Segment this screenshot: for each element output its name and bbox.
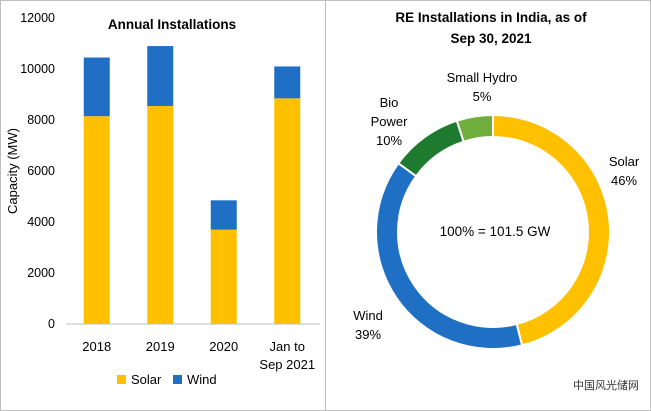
y-tick-label: 6000: [27, 164, 55, 178]
donut-label-1: Wind 39%: [353, 308, 383, 342]
y-tick-label: 4000: [27, 215, 55, 229]
donut-slice-small-hydro: [455, 113, 494, 143]
donut-label-2: Bio Power 10%: [371, 95, 409, 148]
y-tick-label: 2000: [27, 266, 55, 280]
legend-label-solar: Solar: [131, 372, 162, 387]
bar-solar: [83, 116, 110, 324]
bar-chart-title: Annual Installations: [108, 17, 236, 32]
legend-swatch-wind: [173, 375, 182, 384]
bar-chart: Annual Installations Capacity (MW) 0 2000 40…: [5, 11, 320, 387]
donut-chart: RE Installations in India, as of Sep 30, …: [353, 10, 640, 350]
y-axis-label: Capacity (MW): [5, 128, 20, 214]
donut-chart-title: RE Installations in India, as of Sep 30, …: [395, 10, 587, 46]
y-tick-label: 0: [48, 317, 55, 331]
y-tick-label: 12000: [20, 11, 55, 25]
bar-solar: [274, 98, 301, 324]
bar-wind: [210, 200, 237, 230]
donut-label-0: Solar 46%: [609, 154, 640, 188]
x-tick-label: 2018: [82, 339, 111, 354]
x-tick-label: 2020: [209, 339, 238, 354]
legend-label-wind: Wind: [187, 372, 217, 387]
donut-center-label: 100% = 101.5 GW: [440, 224, 551, 239]
legend-swatch-solar: [117, 375, 126, 384]
donut-slice-wind: [375, 161, 524, 350]
bar-wind: [274, 66, 301, 99]
y-tick-label: 8000: [27, 113, 55, 127]
bar-wind: [147, 46, 174, 106]
donut-slice-bio-power: [396, 119, 465, 178]
donut-label-3: Small Hydro 5%: [447, 70, 518, 104]
watermark: 中国风光储网: [573, 379, 639, 392]
bar-solar: [147, 105, 174, 324]
y-tick-label: 10000: [20, 62, 55, 76]
panel-divider: [325, 1, 326, 410]
bar-solar: [210, 229, 237, 324]
bar-wind: [83, 57, 110, 117]
x-tick-label: 2019: [146, 339, 175, 354]
x-tick-label: Jan to Sep 2021: [259, 339, 315, 372]
